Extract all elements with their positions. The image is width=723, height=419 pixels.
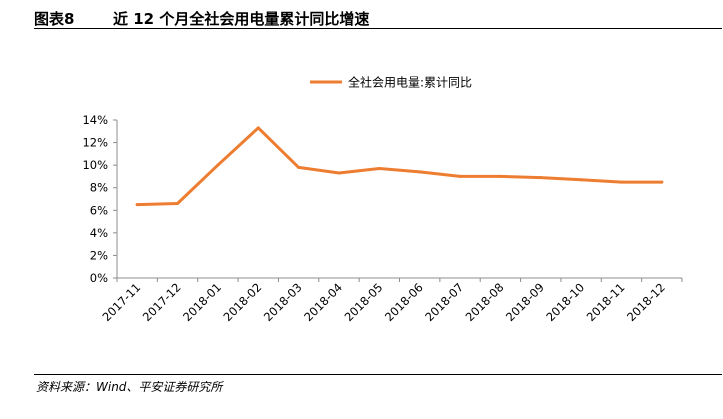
figure-label: 图表8 — [34, 10, 75, 28]
y-tick-label: 12% — [82, 136, 108, 150]
x-tick-label: 2018-06 — [382, 280, 426, 324]
x-tick-label: 2018-05 — [342, 280, 386, 324]
x-tick-label: 2018-11 — [584, 280, 628, 324]
x-tick-label: 2018-10 — [543, 280, 587, 324]
legend-label: 全社会用电量:累计同比 — [348, 75, 472, 90]
x-tick-label: 2018-02 — [220, 280, 264, 324]
y-tick-label: 14% — [82, 113, 108, 127]
x-tick-label: 2018-09 — [503, 280, 547, 324]
x-tick-label: 2017-11 — [99, 280, 143, 324]
y-tick-label: 2% — [90, 248, 108, 262]
y-tick-label: 0% — [90, 271, 108, 285]
series-line — [135, 126, 664, 207]
figure-title: 近 12 个月全社会用电量累计同比增速 — [113, 10, 370, 28]
data-point — [579, 178, 583, 182]
line-chart: 0% 2% 4% 6% 8% 10% 12% 14% 2017-112017-122018-01… — [82, 75, 683, 324]
x-tick-label: 2018-01 — [180, 280, 224, 324]
x-tick-label: 2018-03 — [261, 280, 305, 324]
x-tick-label: 2018-08 — [463, 280, 507, 324]
y-tick-label: 4% — [90, 226, 108, 240]
data-point — [660, 180, 664, 184]
y-tick-label: 10% — [82, 158, 108, 172]
data-point — [458, 174, 462, 178]
data-point — [297, 165, 301, 169]
data-point — [539, 176, 543, 180]
data-point — [377, 167, 381, 171]
x-tick-label: 2017-12 — [140, 280, 184, 324]
x-tick-label: 2018-12 — [624, 280, 668, 324]
y-tick-label: 6% — [90, 203, 108, 217]
figure-footer: 资料来源：Wind、平安证券研究所 — [34, 374, 722, 396]
figure-header: 图表8 近 12 个月全社会用电量累计同比增速 — [34, 6, 722, 29]
data-point — [256, 126, 260, 130]
data-point — [619, 180, 623, 184]
data-point — [176, 202, 180, 206]
data-point — [216, 163, 220, 167]
data-point — [337, 171, 341, 175]
figure-source: 资料来源：Wind、平安证券研究所 — [36, 380, 223, 394]
data-point — [135, 203, 139, 207]
x-tick-label: 2018-07 — [422, 280, 466, 324]
data-point — [418, 170, 422, 174]
x-tick-label: 2018-04 — [301, 280, 345, 324]
y-tick-label: 8% — [90, 181, 108, 195]
data-point — [498, 174, 502, 178]
